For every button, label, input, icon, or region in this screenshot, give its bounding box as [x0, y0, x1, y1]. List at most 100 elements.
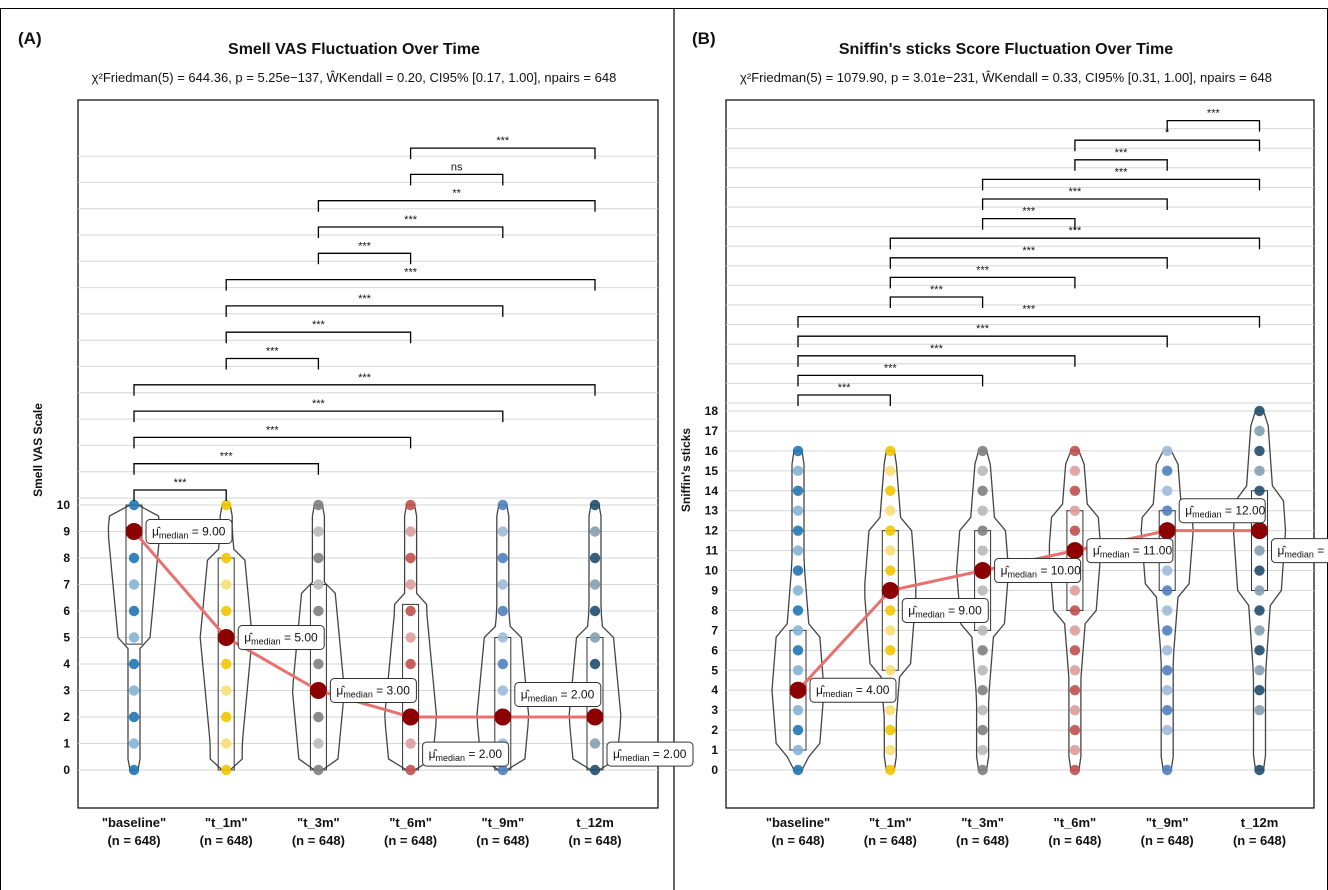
median-line	[132, 530, 595, 719]
data-point	[792, 505, 804, 516]
y-tick-label: 9	[63, 525, 70, 539]
y-tick-label: 8	[63, 551, 70, 565]
median-symbol: μ̂	[429, 747, 438, 761]
chart-title: Sniffin's sticks Score Fluctuation Over …	[839, 41, 1173, 58]
median-marker	[789, 681, 807, 699]
data-point	[977, 665, 988, 676]
data-point	[313, 605, 324, 617]
significance-bracket	[225, 278, 596, 291]
significance-bracket	[1166, 119, 1261, 132]
y-tick-label: 5	[711, 663, 718, 677]
median-value: = 4.00	[852, 683, 889, 697]
x-tick-label: t_12m	[576, 815, 614, 830]
median-label-text: μ̂median = 3.00	[336, 684, 410, 700]
data-point	[128, 632, 140, 643]
median-label-text: μ̂median = 10.00	[1001, 564, 1081, 580]
data-point	[497, 685, 508, 696]
data-point	[1254, 645, 1265, 656]
panel-a: (A) Smell VAS Fluctuation Over Time χ²Frie…	[18, 29, 694, 848]
data-point	[1254, 685, 1265, 696]
y-tick-label: 17	[705, 424, 719, 438]
data-point	[128, 685, 140, 696]
median-symbol: μ̂	[152, 525, 161, 539]
data-point	[1254, 565, 1265, 576]
data-point	[221, 552, 232, 564]
data-point	[1254, 665, 1265, 676]
median-label: μ̂median = 9.00	[145, 519, 233, 544]
data-point	[405, 499, 416, 511]
y-tick-label: 1	[711, 743, 718, 757]
y-tick-label: 6	[63, 604, 70, 618]
data-point	[977, 485, 988, 496]
y-tick-label: 3	[63, 684, 70, 698]
data-point	[792, 445, 804, 457]
median-subscript: median	[823, 689, 853, 699]
data-point	[497, 526, 508, 537]
median-label: μ̂median = 3.00	[329, 678, 417, 703]
significance-label: ***	[220, 451, 234, 463]
data-point	[792, 585, 804, 596]
significance-label: ***	[1022, 206, 1036, 218]
panel-b: (B) Sniffin's sticks Score Fluctuation Ov…	[679, 29, 1328, 848]
median-subscript: median	[436, 753, 466, 763]
data-point	[313, 764, 324, 776]
significance-bracket	[133, 410, 504, 423]
subtitle-stat: χ²Friedman(5) = 1079.90,	[740, 70, 891, 85]
data-point	[1162, 704, 1173, 716]
median-marker	[1251, 522, 1268, 540]
y-tick-label: 7	[711, 623, 718, 637]
data-point	[497, 552, 508, 564]
significance-label: ***	[930, 284, 944, 296]
y-tick-label: 1	[63, 737, 70, 751]
data-point	[792, 485, 804, 496]
data-point	[313, 711, 324, 723]
data-point	[792, 665, 804, 676]
chart-subtitle: χ²Friedman(5) = 1079.90, p = 3.01e−231, …	[740, 70, 1272, 85]
significance-label: ***	[838, 382, 852, 394]
plot-frame	[725, 99, 1315, 809]
median-value: = 10.00	[1037, 564, 1081, 578]
data-point	[1069, 465, 1081, 477]
subtitle-ci: CI95% [0.17, 1.00],	[430, 70, 545, 85]
median-label-text: μ̂median = 2.00	[521, 687, 595, 703]
median-label: μ̂median = 2.00	[422, 741, 510, 767]
median-symbol: μ̂	[521, 687, 530, 701]
data-point	[885, 545, 896, 556]
data-point	[497, 499, 508, 511]
median-marker	[402, 708, 420, 726]
data-point	[885, 605, 896, 616]
subtitle-effect: ŴKendall = 0.33,	[982, 70, 1085, 85]
data-point	[589, 632, 601, 643]
median-value: = 3.00	[373, 684, 410, 698]
median-value: = 12.00	[1222, 504, 1266, 518]
data-point	[128, 552, 140, 564]
y-tick-label: 7	[63, 578, 70, 592]
median-marker	[1066, 542, 1084, 560]
x-tick-label: "baseline"	[102, 815, 166, 830]
y-tick-label: 3	[711, 703, 718, 717]
data-point	[313, 658, 324, 670]
data-point	[977, 645, 988, 656]
data-point	[1162, 665, 1173, 676]
data-point	[497, 658, 508, 670]
y-tick-label: 0	[63, 763, 70, 777]
data-point	[1254, 405, 1265, 417]
data-point	[128, 579, 140, 590]
subtitle-ci: CI95% [0.31, 1.00],	[1085, 70, 1200, 85]
y-tick-label: 8	[711, 603, 718, 617]
median-value: = 2.00	[557, 687, 594, 701]
data-point	[792, 704, 804, 716]
significance-label: ***	[496, 135, 510, 147]
data-point	[128, 658, 140, 670]
significance-label: ***	[358, 240, 372, 252]
x-tick-n-label: (n = 648)	[1048, 833, 1101, 848]
y-tick-label: 4	[711, 683, 718, 697]
median-marker	[125, 523, 143, 540]
significance-label: ***	[1207, 108, 1221, 120]
data-point	[977, 625, 988, 636]
significance-bracket	[797, 394, 891, 406]
data-point	[1254, 425, 1265, 437]
data-point	[313, 526, 324, 537]
data-point	[589, 764, 601, 776]
